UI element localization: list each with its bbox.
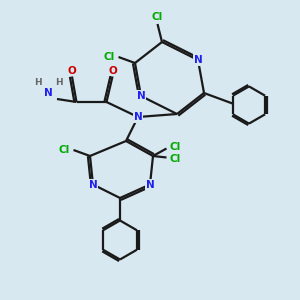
Text: N: N: [134, 112, 142, 122]
Text: N: N: [194, 55, 202, 65]
Text: Cl: Cl: [104, 52, 115, 62]
Text: N: N: [136, 91, 146, 101]
Text: Cl: Cl: [152, 11, 163, 22]
Text: N: N: [44, 88, 52, 98]
Text: Cl: Cl: [170, 142, 181, 152]
Text: H: H: [34, 78, 41, 87]
Text: N: N: [146, 179, 154, 190]
Text: Cl: Cl: [59, 145, 70, 155]
Text: O: O: [68, 65, 76, 76]
Text: Cl: Cl: [170, 154, 181, 164]
Text: N: N: [88, 179, 98, 190]
Text: O: O: [108, 65, 117, 76]
Text: H: H: [55, 78, 62, 87]
